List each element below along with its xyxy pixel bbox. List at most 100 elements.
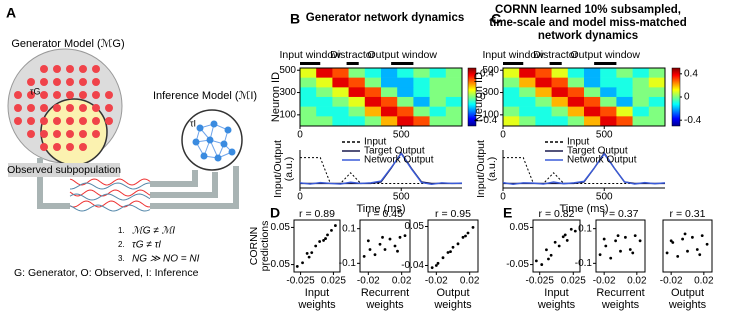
annotation: r = 0.82: [539, 208, 575, 220]
chart-title: CORNN learned 10% subsampled,: [495, 4, 681, 16]
point: [456, 242, 460, 246]
x-tick-label: 500: [393, 192, 410, 203]
series-line: [502, 152, 666, 186]
heatmap-cell: [632, 67, 650, 78]
colorbar-tick-label: -0.4: [684, 115, 702, 126]
plot-frame: [595, 219, 646, 273]
heatmap-cell: [445, 116, 463, 127]
point: [464, 234, 467, 238]
heatmap-cell: [364, 116, 382, 127]
legend-label: Target Output: [364, 146, 425, 157]
heatmap-cell: [332, 77, 349, 88]
heatmap-cell: [616, 77, 633, 88]
heatmap-cell: [551, 67, 569, 78]
condition: NG ≫ NO = NI: [132, 254, 200, 265]
plot-frame: [502, 67, 666, 127]
heatmap-cell: [648, 106, 666, 117]
heatmap-cell: [429, 116, 447, 127]
y-tick-label: -0.1: [575, 258, 593, 269]
heatmap-cell: [445, 87, 463, 98]
heatmap-cell: [600, 106, 617, 117]
heatmap-cell: [300, 106, 317, 117]
x-tick-label: -0.02: [425, 276, 448, 287]
heatmap-cell: [535, 87, 552, 98]
point: [609, 256, 613, 260]
y-tick-label: 0.1: [342, 223, 356, 234]
window-bar: [300, 62, 321, 65]
point: [388, 237, 392, 241]
node: [224, 126, 232, 134]
heatmap-cell: [519, 87, 536, 98]
heatmap-cell: [364, 106, 382, 117]
window-label: Output window: [571, 49, 641, 61]
heatmap-cell: [300, 67, 317, 78]
neuron: [53, 130, 61, 138]
plot-frame: [427, 219, 479, 273]
colorbar-tick-label: 0.4: [684, 68, 698, 79]
inference-network: [192, 120, 236, 162]
heatmap-cell: [600, 77, 617, 88]
colorbar-tick-label: 0.4: [480, 68, 494, 79]
point: [619, 249, 622, 253]
neuron: [53, 143, 61, 151]
series-line: [299, 152, 463, 186]
heatmap-cell: [397, 77, 414, 88]
panel-label: C: [491, 11, 501, 27]
point: [681, 237, 684, 241]
generator-neurons: [14, 65, 113, 151]
point: [396, 249, 399, 253]
point: [334, 224, 337, 227]
heatmap-cell: [551, 116, 569, 127]
x-tick-label: 0.025: [561, 276, 586, 287]
y-tick-label: 0.05: [510, 222, 530, 233]
node: [228, 148, 236, 156]
x-tick-label: -0.02: [357, 276, 380, 287]
window-bar: [503, 62, 524, 65]
plot-frame: [359, 219, 411, 273]
heatmap-cell: [332, 116, 349, 127]
heatmap-cell: [648, 67, 666, 78]
heatmap-cell: [503, 87, 520, 98]
y-tick-label: -0.1: [339, 258, 357, 269]
y-tick-label: 300: [482, 87, 499, 98]
point: [318, 240, 322, 243]
heatmap-cell: [567, 116, 585, 127]
point: [305, 252, 309, 255]
heatmap-cell: [551, 77, 569, 88]
point: [569, 227, 573, 231]
heatmap-cell: [445, 77, 463, 88]
point: [366, 239, 370, 243]
point: [614, 239, 617, 243]
window-label: Input window: [482, 49, 544, 61]
neuron: [27, 78, 35, 86]
node: [214, 154, 222, 162]
heatmap-cell: [429, 87, 447, 98]
heatmap-cell: [519, 67, 536, 78]
x-tick-label: 0: [500, 130, 506, 141]
node: [200, 152, 208, 160]
y-tick-label: 100: [279, 109, 296, 120]
heatmap-cell: [551, 87, 569, 98]
heatmap-cell: [316, 77, 333, 88]
plot-frame: [293, 219, 341, 273]
neuron: [40, 117, 48, 125]
neuron: [53, 65, 61, 73]
heatmap-cell: [632, 77, 650, 88]
condition: ℳG ≠ ℳI: [132, 226, 175, 237]
heatmap-cell: [364, 96, 382, 107]
point: [398, 235, 402, 239]
heatmap-cell: [632, 96, 650, 107]
heatmap-cell: [503, 96, 520, 107]
point: [540, 263, 544, 266]
heatmap-cell: [445, 96, 463, 107]
heatmap-cell: [632, 106, 650, 117]
heatmap-cell: [429, 77, 447, 88]
point: [434, 264, 438, 267]
neuron: [40, 91, 48, 99]
heatmap-cell: [600, 67, 617, 78]
generator-label: Generator Model (ℳG): [11, 38, 124, 50]
legend-label: Input: [567, 137, 589, 148]
point: [295, 265, 299, 268]
y-tick-label: 100: [482, 109, 499, 120]
